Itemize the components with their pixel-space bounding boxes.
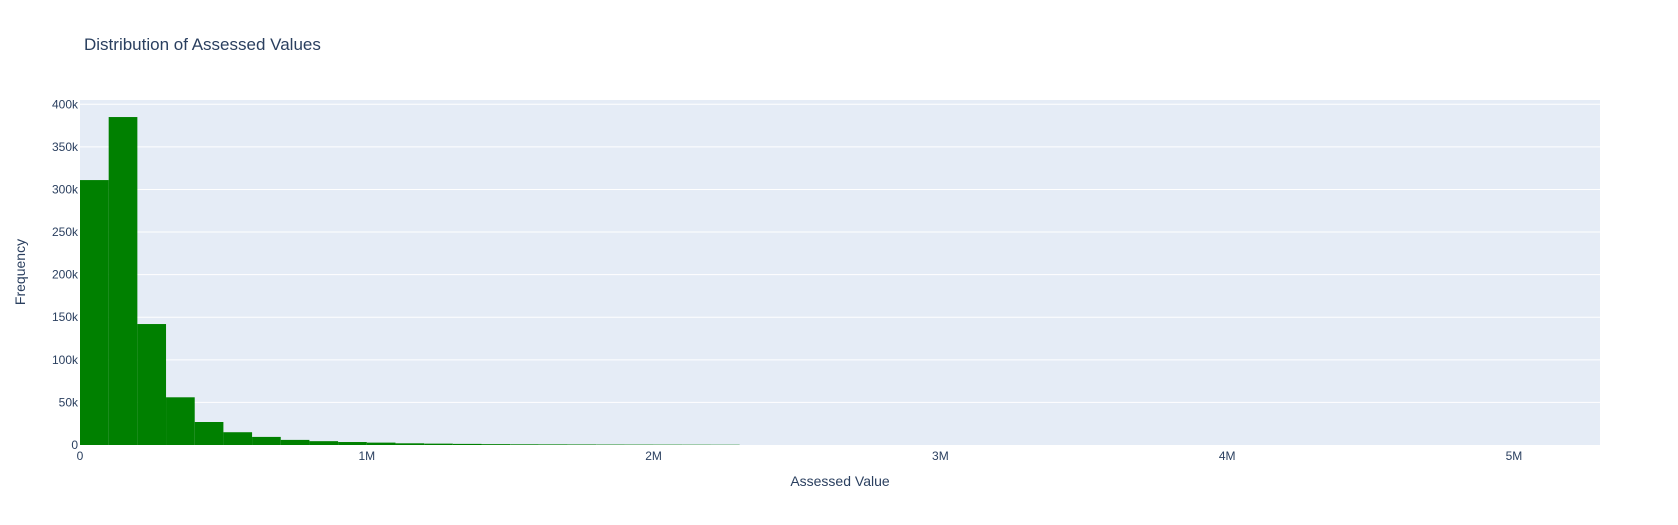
histogram-bar [338, 442, 367, 445]
y-tick-label: 150k [52, 310, 79, 324]
y-tick-label: 250k [52, 225, 79, 239]
y-axis-title: Frequency [12, 239, 28, 305]
histogram-bar [395, 443, 425, 445]
x-axis-title: Assessed Value [790, 473, 890, 489]
y-tick-label: 400k [52, 97, 79, 111]
y-tick-label: 300k [52, 182, 79, 196]
x-axis-ticks: 0 1M 2M 3M 4M 5M [77, 449, 1523, 463]
chart-title: Distribution of Assessed Values [84, 35, 321, 54]
y-tick-label: 100k [52, 353, 79, 367]
y-tick-label: 200k [52, 268, 79, 282]
histogram-bar [538, 444, 568, 445]
histogram-bar [166, 397, 195, 445]
plot-area [80, 100, 1600, 445]
histogram-bar [280, 439, 310, 445]
x-tick-label: 4M [1219, 449, 1236, 463]
y-tick-label: 350k [52, 140, 79, 154]
histogram-bar [223, 432, 253, 445]
histogram-bar [567, 444, 597, 445]
bars [80, 117, 740, 445]
x-tick-label: 2M [645, 449, 662, 463]
histogram-bar [510, 444, 539, 445]
histogram-bar [108, 117, 138, 445]
histogram-bar [137, 324, 167, 445]
y-axis-ticks: 0 50k 100k 150k 200k 250k 300k 350k 400k [52, 97, 79, 452]
histogram-bar [80, 180, 109, 445]
y-tick-label: 0 [71, 438, 78, 452]
histogram-bar [366, 442, 396, 445]
histogram-bar [452, 443, 482, 445]
x-tick-label: 0 [77, 449, 84, 463]
x-tick-label: 1M [358, 449, 375, 463]
gridlines [80, 103, 1600, 403]
histogram-bar [194, 422, 224, 445]
x-tick-label: 3M [932, 449, 949, 463]
histogram-bar [309, 441, 339, 445]
histogram-bar [424, 443, 453, 445]
histogram-bar [481, 444, 511, 445]
x-tick-label: 5M [1506, 449, 1523, 463]
y-tick-label: 50k [59, 395, 79, 409]
histogram-bar [252, 436, 281, 445]
